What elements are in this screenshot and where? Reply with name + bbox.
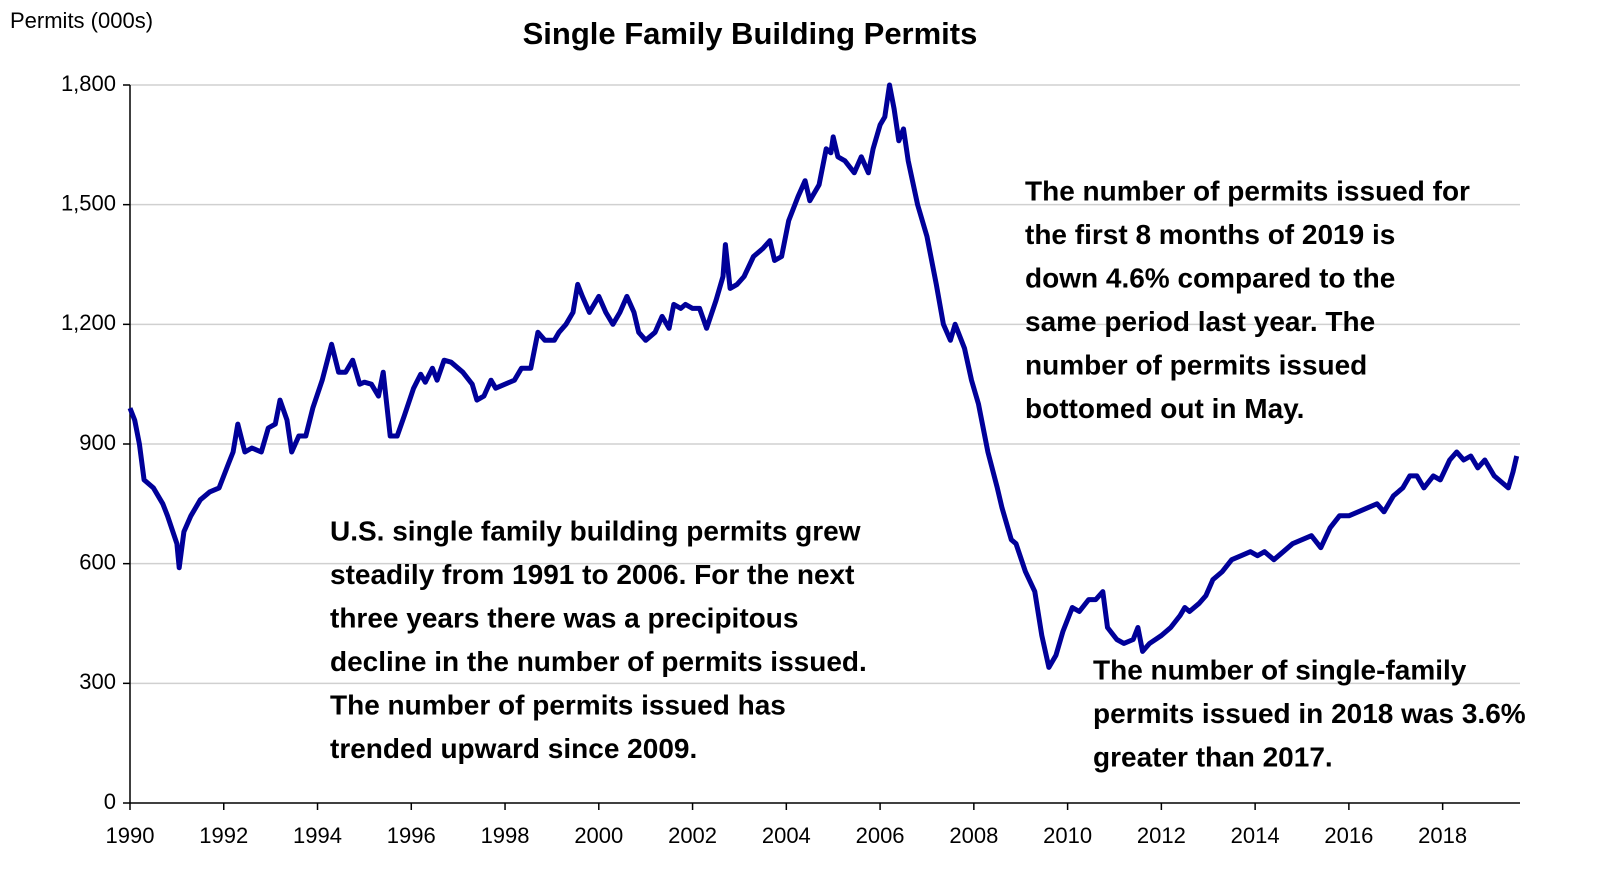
x-tick-label: 2002 bbox=[668, 823, 717, 848]
annotation: greater than 2017. bbox=[1093, 741, 1333, 772]
x-tick-label: 2006 bbox=[856, 823, 905, 848]
y-tick-label: 1,800 bbox=[61, 71, 116, 96]
x-tick-label: 2018 bbox=[1418, 823, 1467, 848]
x-tick-label: 1990 bbox=[106, 823, 155, 848]
annotation: steadily from 1991 to 2006. For the next bbox=[330, 559, 854, 590]
annotation: trended upward since 2009. bbox=[330, 733, 697, 764]
annotation: The number of permits issued for bbox=[1025, 175, 1470, 206]
x-tick-label: 2010 bbox=[1043, 823, 1092, 848]
y-tick-label: 1,200 bbox=[61, 310, 116, 335]
x-tick-label: 1992 bbox=[199, 823, 248, 848]
annotation: decline in the number of permits issued. bbox=[330, 646, 867, 677]
annotation: down 4.6% compared to the bbox=[1025, 262, 1395, 293]
y-tick-label: 1,500 bbox=[61, 190, 116, 215]
annotation: The number of permits issued has bbox=[330, 689, 786, 720]
annotation: same period last year. The bbox=[1025, 306, 1375, 337]
y-tick-label: 900 bbox=[79, 430, 116, 455]
y-tick-label: 300 bbox=[79, 669, 116, 694]
annotation: three years there was a precipitous bbox=[330, 602, 798, 633]
x-tick-label: 2008 bbox=[949, 823, 998, 848]
x-tick-label: 1994 bbox=[293, 823, 342, 848]
y-tick-label: 600 bbox=[79, 549, 116, 574]
annotation: The number of single-family bbox=[1093, 654, 1467, 685]
y-tick-label: 0 bbox=[104, 789, 116, 814]
x-tick-label: 2004 bbox=[762, 823, 811, 848]
annotation: U.S. single family building permits grew bbox=[330, 515, 861, 546]
x-tick-label: 1998 bbox=[481, 823, 530, 848]
x-tick-label: 1996 bbox=[387, 823, 436, 848]
x-tick-label: 2016 bbox=[1324, 823, 1373, 848]
annotation: the first 8 months of 2019 is bbox=[1025, 219, 1395, 250]
annotation: permits issued in 2018 was 3.6% bbox=[1093, 698, 1526, 729]
y-axis-label: Permits (000s) bbox=[10, 8, 153, 33]
annotation: bottomed out in May. bbox=[1025, 393, 1304, 424]
chart-title: Single Family Building Permits bbox=[523, 16, 978, 51]
x-tick-label: 2012 bbox=[1137, 823, 1186, 848]
x-tick-label: 2000 bbox=[574, 823, 623, 848]
data-line bbox=[127, 82, 1520, 670]
x-tick-label: 2014 bbox=[1231, 823, 1280, 848]
annotation: number of permits issued bbox=[1025, 349, 1367, 380]
